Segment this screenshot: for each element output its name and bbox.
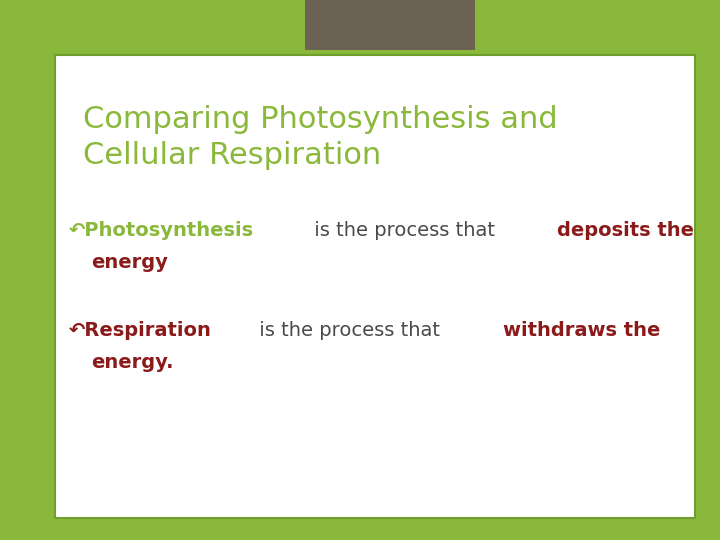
- FancyBboxPatch shape: [55, 55, 695, 518]
- Text: Cellular Respiration: Cellular Respiration: [83, 140, 382, 170]
- Text: deposits the: deposits the: [557, 220, 694, 240]
- Bar: [305, 0, 475, 50]
- Text: energy.: energy.: [91, 353, 174, 372]
- Text: Comparing Photosynthesis and: Comparing Photosynthesis and: [83, 105, 557, 134]
- Text: ↶Photosynthesis: ↶Photosynthesis: [69, 220, 254, 240]
- Text: is the process that: is the process that: [308, 220, 501, 240]
- Text: ↶Respiration: ↶Respiration: [69, 321, 212, 340]
- Text: is the process that: is the process that: [253, 321, 446, 340]
- Text: energy: energy: [91, 253, 168, 272]
- Text: withdraws the: withdraws the: [503, 321, 660, 340]
